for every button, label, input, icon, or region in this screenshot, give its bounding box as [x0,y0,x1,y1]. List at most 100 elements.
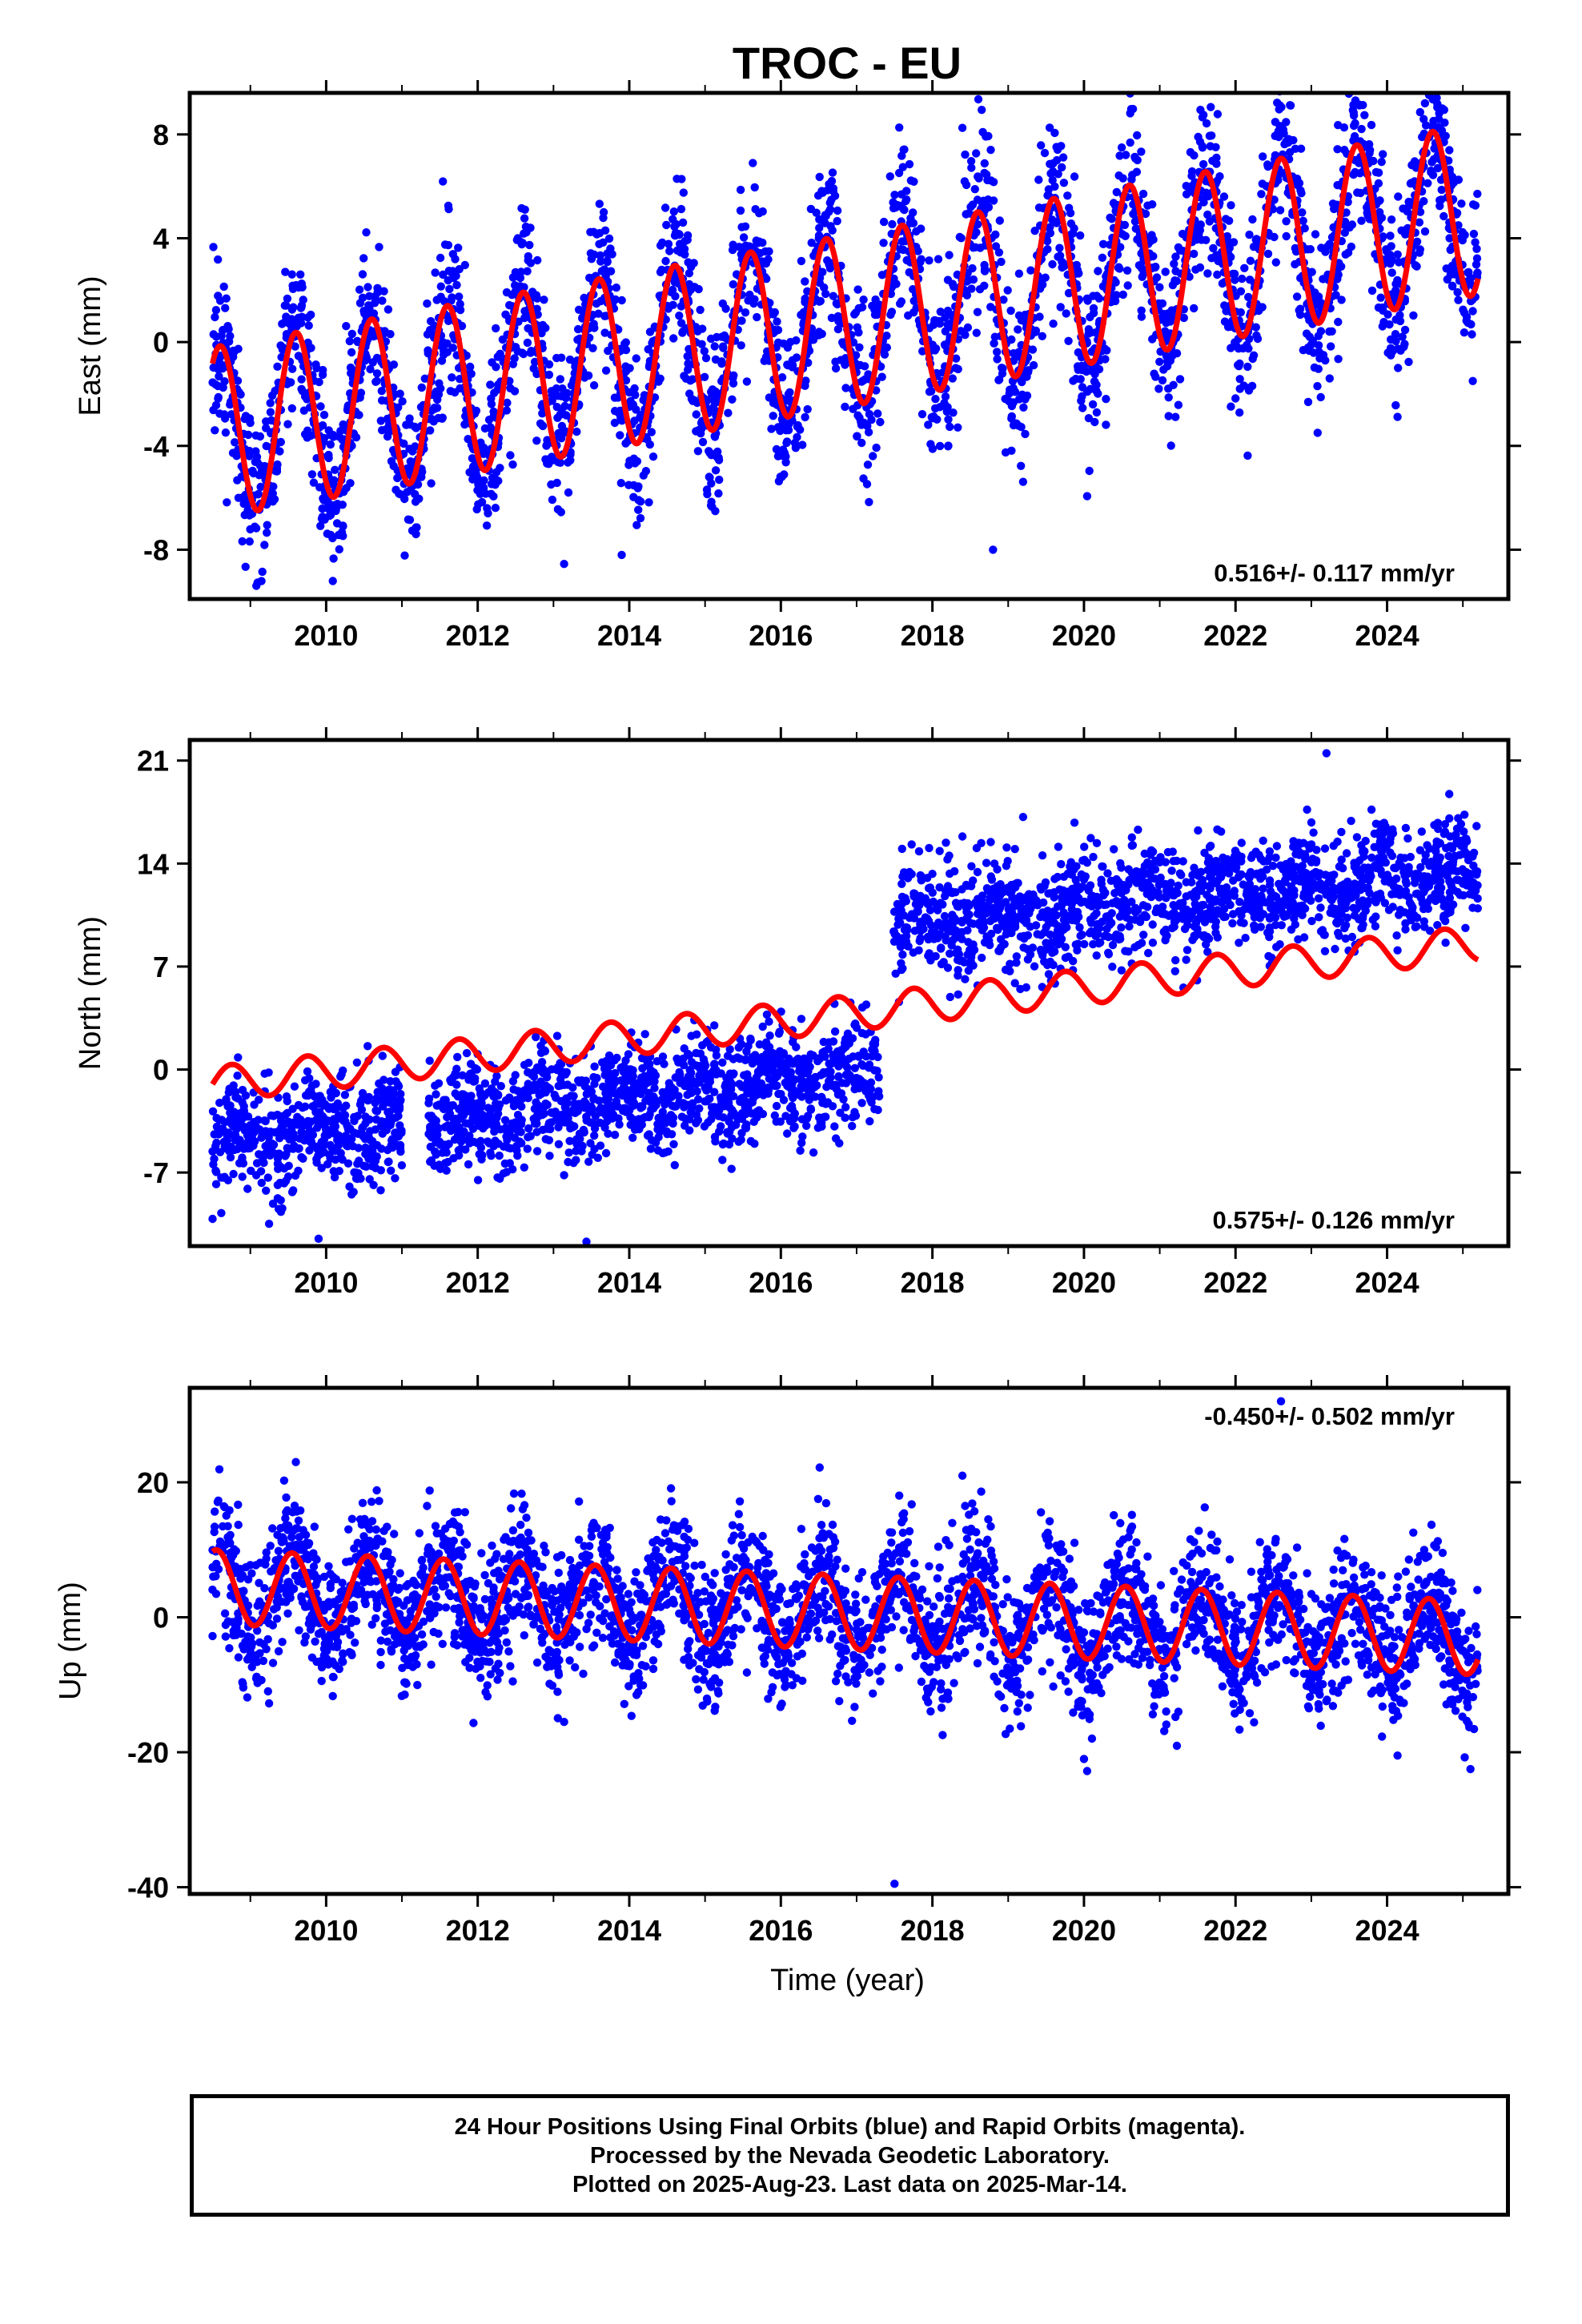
data-point [1341,934,1351,943]
data-point [1199,159,1208,169]
data-point [961,150,970,159]
data-point [621,338,630,347]
data-point [524,256,532,265]
data-point [1377,213,1387,223]
data-point [848,1121,857,1131]
data-point [347,329,356,339]
data-point [967,163,976,172]
data-point [1038,280,1047,289]
data-point [1221,912,1230,922]
data-point [873,409,882,418]
data-point [931,395,940,404]
data-point [818,267,827,276]
data-point [962,210,970,219]
data-point [744,296,753,305]
data-point [736,206,745,215]
data-point [1403,224,1411,234]
data-point [695,425,704,434]
data-point [547,387,556,396]
panel-2: 2010 2012 2014 2016 2018 2020 2022 2024211470-7… [74,727,1521,1299]
data-point [468,475,477,484]
data-point [1374,168,1383,177]
data-point [307,470,317,479]
data-point [736,185,745,195]
data-point [719,344,728,352]
data-point [1064,336,1073,345]
data-point [462,1048,472,1058]
data-point [943,963,953,972]
data-point [990,339,998,348]
data-point [490,388,499,397]
data-point [967,284,976,293]
data-point [793,432,801,442]
data-point [1308,336,1318,345]
data-point [426,316,436,326]
data-point [1018,477,1028,486]
data-point [958,935,966,943]
data-point [862,480,872,489]
data-point [251,431,260,440]
data-point [464,1160,473,1169]
data-point [427,479,436,488]
data-point [1399,343,1408,352]
data-point [872,443,881,452]
data-point [825,260,833,269]
data-point [424,349,432,358]
data-point [867,416,876,424]
data-point [600,265,609,274]
data-point [946,422,954,432]
data-point [809,1148,818,1157]
data-point [935,441,945,451]
data-point [480,476,488,485]
data-point [262,1186,271,1196]
data-point [1460,328,1469,337]
data-point [258,567,267,577]
data-point [1086,312,1094,322]
data-point [1171,252,1180,261]
data-point [717,359,726,368]
data-point [945,251,954,259]
data-point [825,207,833,216]
data-point [400,551,409,560]
data-point [1194,132,1203,142]
data-point [1386,231,1395,240]
data-point [1234,360,1243,370]
data-point [693,447,703,456]
data-point [1333,271,1342,279]
data-point [604,1129,612,1138]
data-point [1203,269,1212,278]
data-point [482,521,492,530]
data-point [1472,260,1481,269]
data-point [1421,121,1431,130]
data-point [1102,420,1110,429]
data-point [1367,120,1376,130]
data-point [503,398,512,408]
data-point [1391,400,1400,410]
data-point [554,428,563,438]
data-point [508,360,518,368]
data-point [452,1080,461,1089]
data-point [1363,203,1371,212]
data-point [879,239,888,247]
data-point [372,369,382,378]
data-point [1398,332,1407,341]
data-point [1378,322,1387,331]
data-point [986,303,995,312]
data-point [1317,243,1326,252]
data-point [1080,842,1089,851]
data-point [516,282,524,291]
data-point [681,374,691,383]
data-point [1468,330,1476,339]
data-point [1003,286,1012,295]
data-point [1048,175,1057,185]
data-point [1420,227,1430,236]
data-point [595,239,604,248]
data-point [331,506,340,516]
data-point [450,388,460,397]
data-point [359,254,368,263]
data-point [897,297,906,306]
data-point [256,482,265,492]
data-point [603,256,612,265]
data-point [590,1131,599,1140]
data-point [476,489,484,498]
